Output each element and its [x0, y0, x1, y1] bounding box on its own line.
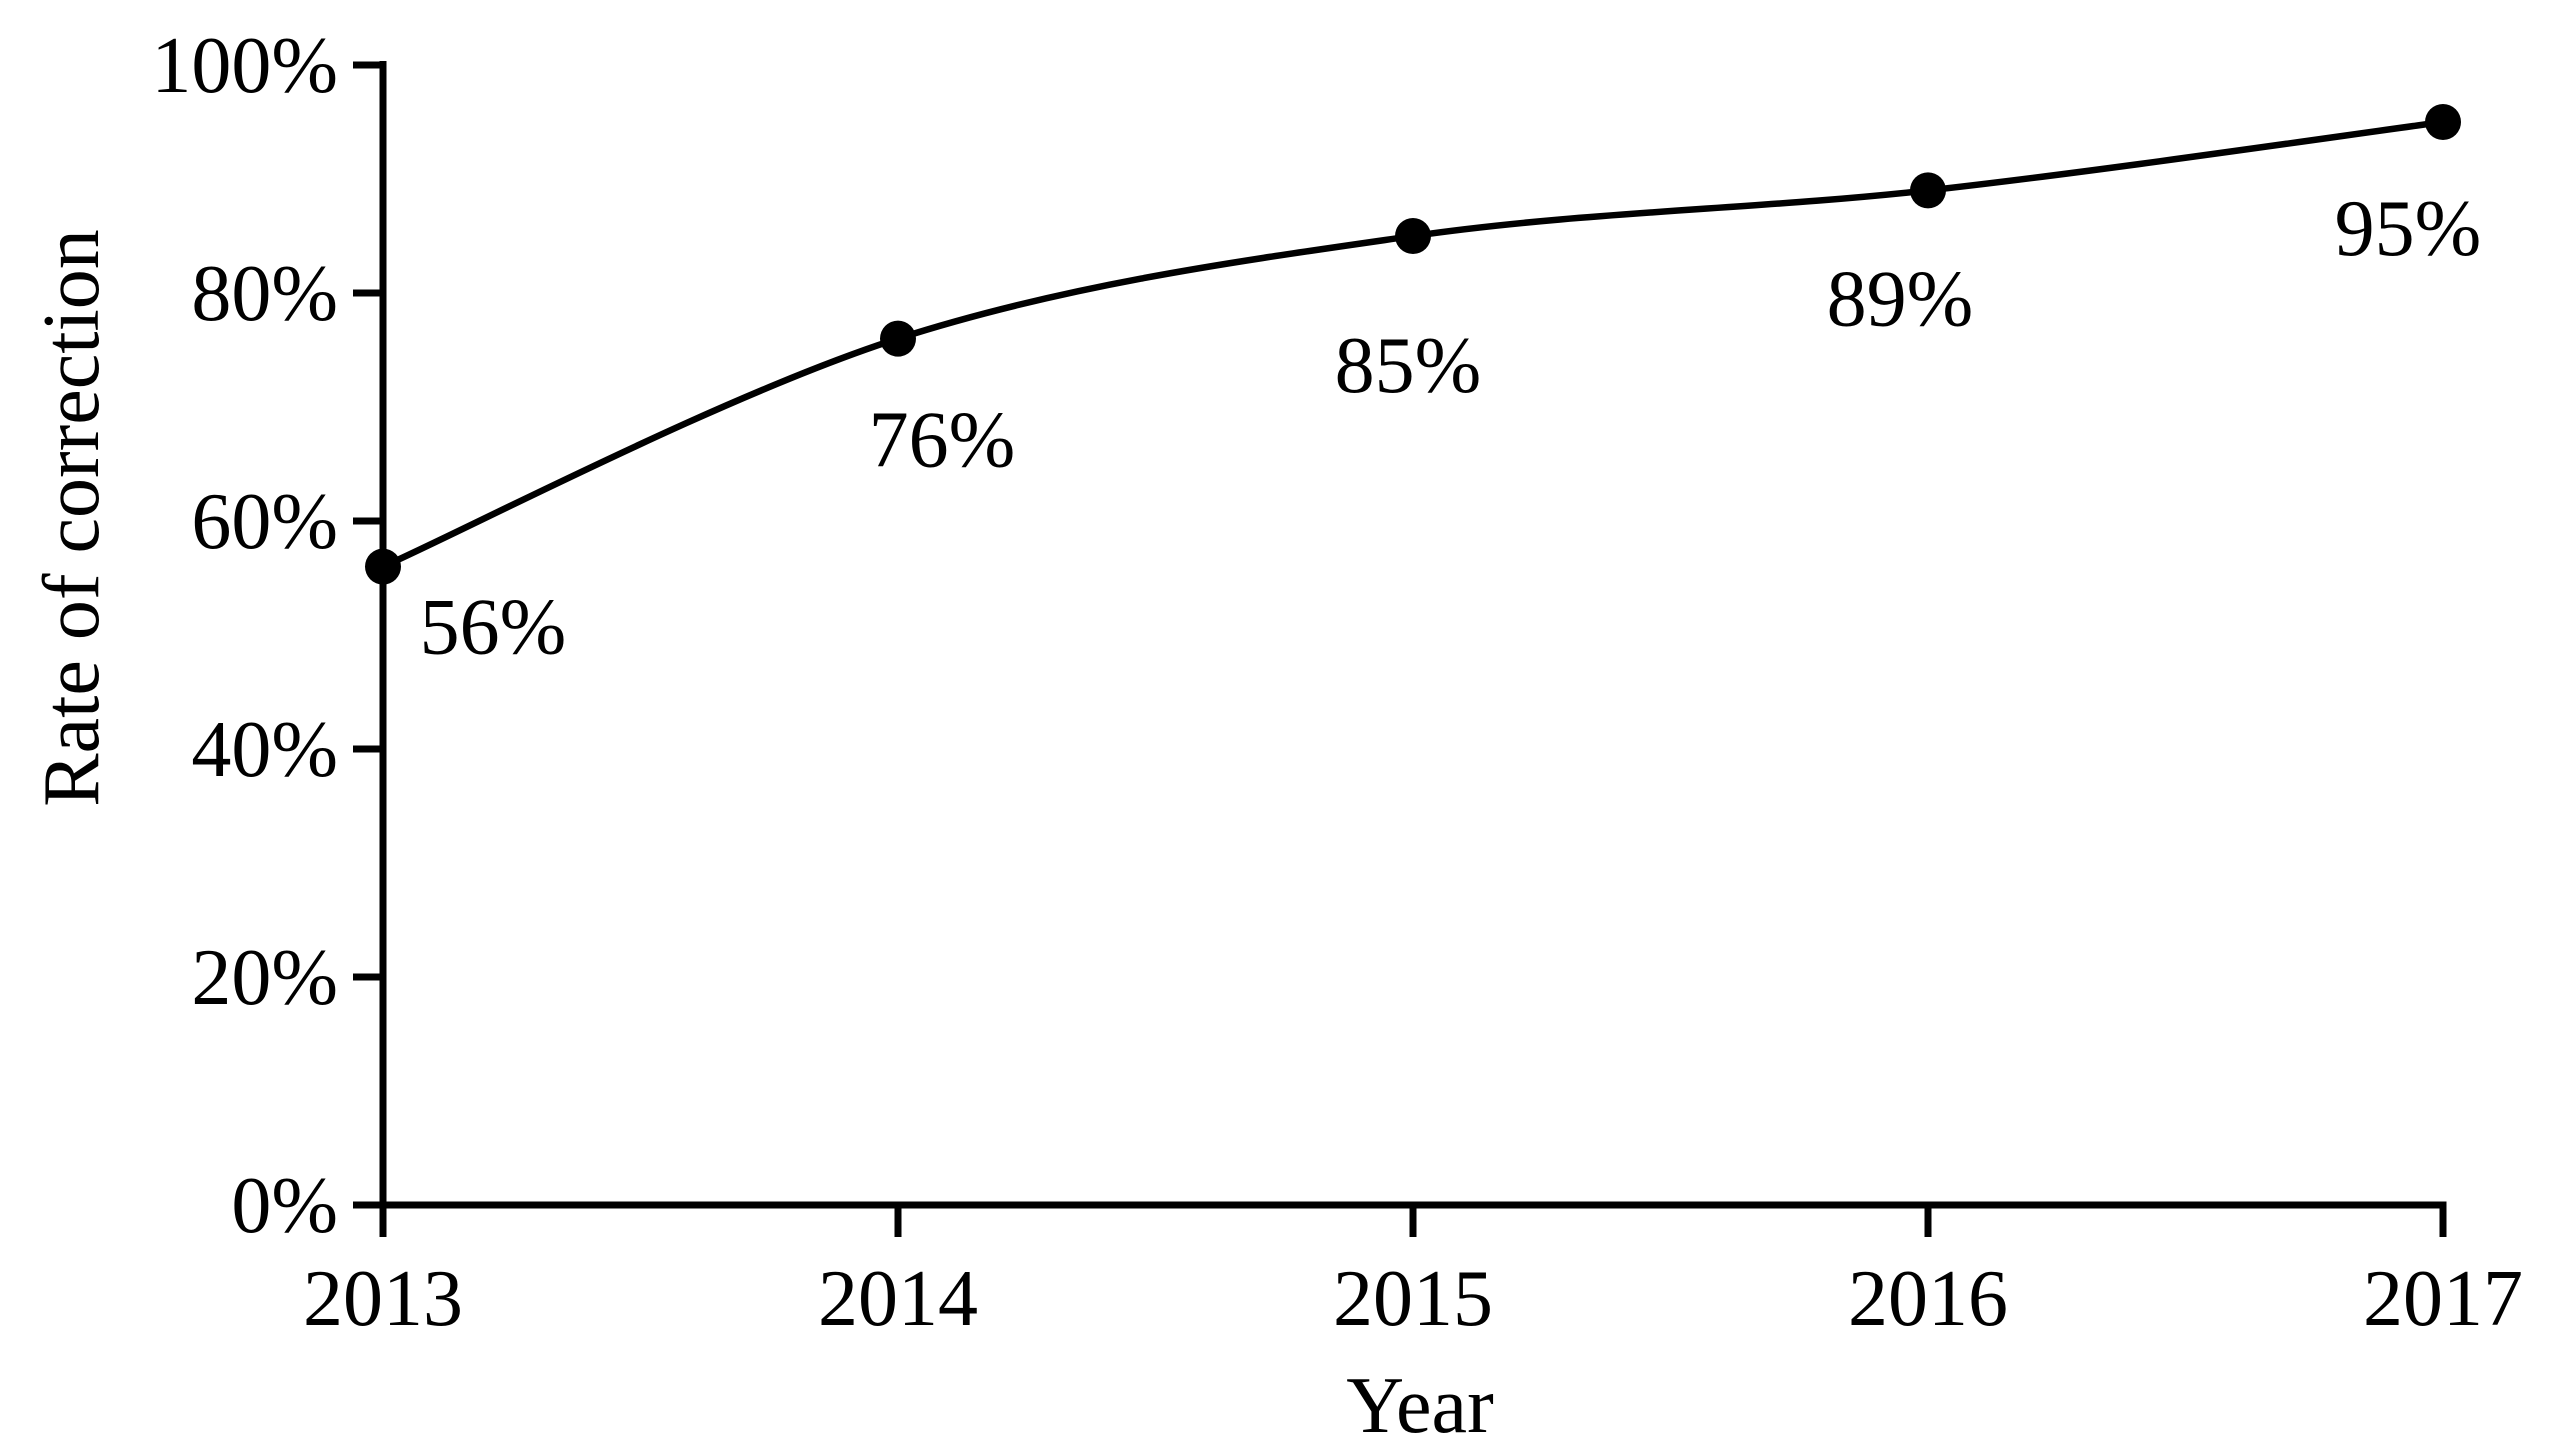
y-tick-label: 100% — [151, 22, 338, 110]
labels-layer: 56% 76% 85% 89% 95% — [420, 185, 2482, 672]
data-point — [880, 320, 916, 357]
data-point — [365, 548, 401, 585]
data-point — [1910, 172, 1946, 209]
y-tick-label: 0% — [231, 1162, 338, 1250]
x-axis-title: Year — [1346, 1362, 1493, 1450]
y-tick-label: 20% — [191, 934, 338, 1022]
y-tick-label: 40% — [191, 706, 338, 794]
series-layer — [365, 104, 2461, 585]
data-point-label: 85% — [1335, 322, 1482, 410]
x-tick-label: 2017 — [2363, 1255, 2523, 1343]
data-point-label: 95% — [2335, 185, 2482, 273]
data-point — [1395, 218, 1431, 254]
data-point-label: 56% — [420, 584, 567, 672]
y-tick-label: 60% — [191, 478, 338, 566]
data-point-label: 76% — [869, 397, 1016, 485]
y-axis-title: Rate of correction — [28, 229, 116, 807]
x-tick-label: 2015 — [1333, 1255, 1493, 1343]
data-point-label: 89% — [1827, 255, 1974, 343]
data-point — [2425, 104, 2461, 140]
axes-layer: 0% 20% 40% 60% 80% 100% 2013 2014 2015 2016 2017 — [151, 22, 2523, 1343]
x-tick-label: 2016 — [1848, 1255, 2008, 1343]
y-tick-label: 80% — [191, 250, 338, 338]
x-tick-label: 2014 — [818, 1255, 978, 1343]
x-tick-label: 2013 — [303, 1255, 463, 1343]
